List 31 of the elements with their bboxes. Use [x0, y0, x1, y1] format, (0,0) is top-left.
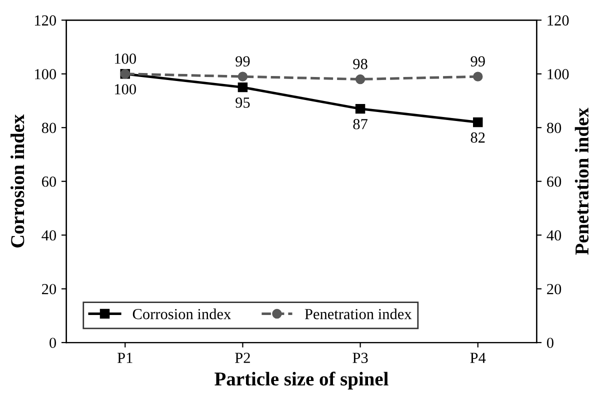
legend-label: Penetration index [304, 308, 412, 320]
x-tick-label: P3 [352, 352, 368, 364]
data-label: 95 [236, 98, 250, 108]
data-label: 82 [470, 132, 485, 143]
y-tick-label: 120 [35, 15, 56, 26]
data-label: 99 [236, 56, 250, 67]
y-tick-label: 20 [42, 284, 56, 294]
y2-tick-label: 40 [546, 230, 562, 241]
data-label: 98 [353, 58, 368, 70]
y-tick-label: 40 [42, 230, 56, 241]
x-axis-title: Particle size of spinel [214, 372, 388, 390]
x-tick-label: P2 [235, 352, 250, 363]
x-tick-label: P1 [117, 352, 132, 363]
y2-tick-label: 80 [546, 122, 562, 134]
y2-tick-label: 120 [548, 15, 569, 26]
y2-axis-title: Penetration index [574, 108, 589, 255]
x-tick-label: P4 [470, 352, 486, 363]
y-tick-label: 100 [35, 69, 56, 80]
legend-label: Corrosion index [132, 308, 231, 320]
y-tick-label: 60 [42, 176, 56, 187]
y2-tick-label: 20 [547, 284, 562, 294]
y-tick-label: 0 [50, 338, 56, 348]
data-label: 87 [353, 118, 368, 130]
y2-tick-label: 60 [547, 176, 562, 187]
data-label: 100 [115, 84, 136, 94]
y-tick-label: 80 [42, 122, 56, 134]
y-axis-title: Corrosion index [10, 114, 24, 248]
y2-tick-label: 100 [548, 69, 569, 80]
data-label: 99 [470, 56, 485, 67]
y2-tick-label: 0 [546, 338, 554, 348]
data-label: 100 [115, 54, 136, 64]
